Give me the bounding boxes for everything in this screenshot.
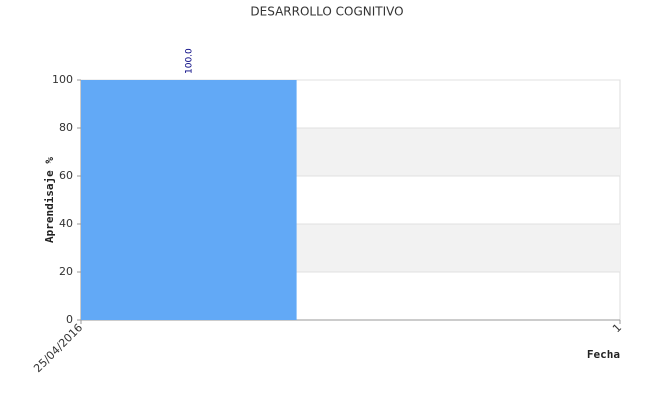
y-tick-label: 100	[52, 73, 73, 86]
y-tick-label: 60	[59, 169, 73, 182]
x-tick-label: 1	[610, 321, 624, 335]
x-axis-title: Fecha	[587, 348, 620, 361]
y-tick-label: 20	[59, 265, 73, 278]
x-tick-label: 25/04/2016	[31, 321, 85, 375]
data-label: 100.0	[184, 48, 194, 74]
y-tick-label: 0	[66, 313, 73, 326]
y-tick-label: 80	[59, 121, 73, 134]
y-tick-label: 40	[59, 217, 73, 230]
y-axis-title: Aprendisaje %	[43, 157, 56, 243]
bar	[81, 80, 297, 320]
chart-title: DESARROLLO COGNITIVO	[250, 5, 403, 19]
